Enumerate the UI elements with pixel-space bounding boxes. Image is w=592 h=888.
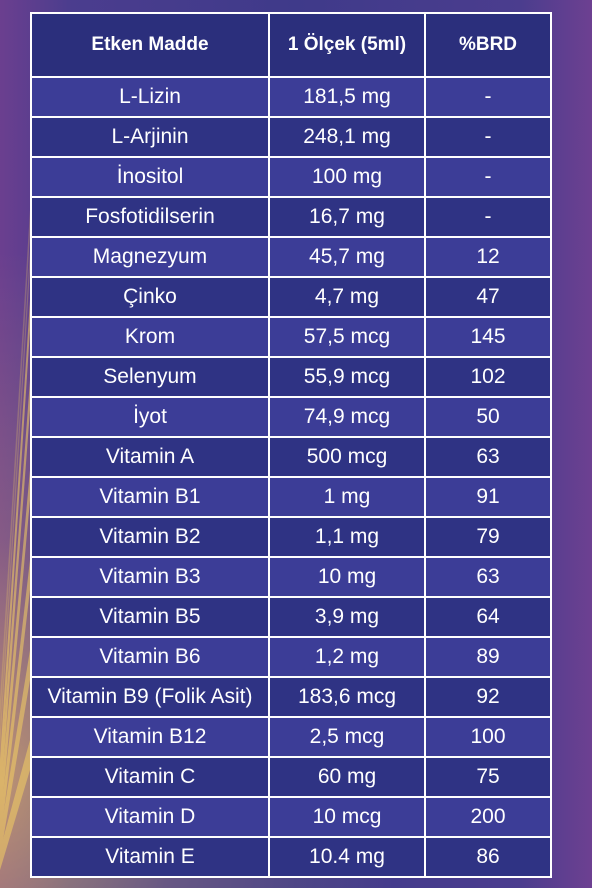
rdi-percent-cell: - bbox=[424, 156, 552, 198]
ingredients-table: Etken Madde 1 Ölçek (5ml) %BRD L-Lizin 18… bbox=[30, 12, 552, 878]
header-dose: 1 Ölçek (5ml) bbox=[268, 12, 426, 78]
table-header-row: Etken Madde 1 Ölçek (5ml) %BRD bbox=[30, 12, 552, 78]
dose-cell: 10.4 mg bbox=[268, 836, 426, 878]
table-row: İnositol 100 mg - bbox=[30, 156, 552, 198]
rdi-percent-cell: 200 bbox=[424, 796, 552, 838]
dose-cell: 1,1 mg bbox=[268, 516, 426, 558]
ingredient-cell: Vitamin B12 bbox=[30, 716, 270, 758]
ingredients-table-container: Etken Madde 1 Ölçek (5ml) %BRD L-Lizin 18… bbox=[30, 12, 552, 878]
table-row: Vitamin C 60 mg 75 bbox=[30, 756, 552, 798]
ingredient-cell: Vitamin B1 bbox=[30, 476, 270, 518]
rdi-percent-cell: 63 bbox=[424, 556, 552, 598]
table-row: Vitamin E 10.4 mg 86 bbox=[30, 836, 552, 878]
rdi-percent-cell: - bbox=[424, 116, 552, 158]
rdi-percent-cell: 75 bbox=[424, 756, 552, 798]
ingredient-cell: L-Lizin bbox=[30, 76, 270, 118]
table-row: Çinko 4,7 mg 47 bbox=[30, 276, 552, 318]
rdi-percent-cell: 64 bbox=[424, 596, 552, 638]
ingredient-cell: Vitamin B5 bbox=[30, 596, 270, 638]
table-row: L-Lizin 181,5 mg - bbox=[30, 76, 552, 118]
rdi-percent-cell: 91 bbox=[424, 476, 552, 518]
dose-cell: 74,9 mcg bbox=[268, 396, 426, 438]
light-ray bbox=[0, 300, 30, 790]
ingredient-cell: Vitamin B3 bbox=[30, 556, 270, 598]
table-row: Vitamin B5 3,9 mg 64 bbox=[30, 596, 552, 638]
rdi-percent-cell: 86 bbox=[424, 836, 552, 878]
rdi-percent-cell: 79 bbox=[424, 516, 552, 558]
rdi-percent-cell: 92 bbox=[424, 676, 552, 718]
dose-cell: 16,7 mg bbox=[268, 196, 426, 238]
dose-cell: 45,7 mg bbox=[268, 236, 426, 278]
dose-cell: 10 mcg bbox=[268, 796, 426, 838]
table-row: Vitamin B9 (Folik Asit) 183,6 mcg 92 bbox=[30, 676, 552, 718]
dose-cell: 100 mg bbox=[268, 156, 426, 198]
header-rdi-percent: %BRD bbox=[424, 12, 552, 78]
dose-cell: 60 mg bbox=[268, 756, 426, 798]
header-ingredient: Etken Madde bbox=[30, 12, 270, 78]
light-ray bbox=[0, 650, 30, 858]
table-row: Vitamin B1 1 mg 91 bbox=[30, 476, 552, 518]
ingredient-cell: Çinko bbox=[30, 276, 270, 318]
table-row: Vitamin B12 2,5 mcg 100 bbox=[30, 716, 552, 758]
table-row: Krom 57,5 mcg 145 bbox=[30, 316, 552, 358]
dose-cell: 57,5 mcg bbox=[268, 316, 426, 358]
dose-cell: 4,7 mg bbox=[268, 276, 426, 318]
dose-cell: 500 mcg bbox=[268, 436, 426, 478]
ingredient-cell: Selenyum bbox=[30, 356, 270, 398]
ingredient-cell: Vitamin B2 bbox=[30, 516, 270, 558]
ingredient-cell: İyot bbox=[30, 396, 270, 438]
ingredient-cell: Vitamin B9 (Folik Asit) bbox=[30, 676, 270, 718]
dose-cell: 181,5 mg bbox=[268, 76, 426, 118]
rdi-percent-cell: 102 bbox=[424, 356, 552, 398]
dose-cell: 10 mg bbox=[268, 556, 426, 598]
dose-cell: 1 mg bbox=[268, 476, 426, 518]
rdi-percent-cell: 145 bbox=[424, 316, 552, 358]
table-row: Vitamin B6 1,2 mg 89 bbox=[30, 636, 552, 678]
table-row: Magnezyum 45,7 mg 12 bbox=[30, 236, 552, 278]
dose-cell: 248,1 mg bbox=[268, 116, 426, 158]
rdi-percent-cell: - bbox=[424, 76, 552, 118]
light-ray bbox=[0, 380, 30, 810]
ingredient-cell: Vitamin A bbox=[30, 436, 270, 478]
rdi-percent-cell: 100 bbox=[424, 716, 552, 758]
rdi-percent-cell: 89 bbox=[424, 636, 552, 678]
table-row: Vitamin A 500 mcg 63 bbox=[30, 436, 552, 478]
table-row: Vitamin B3 10 mg 63 bbox=[30, 556, 552, 598]
table-body: L-Lizin 181,5 mg - L-Arjinin 248,1 mg - İnosit… bbox=[30, 76, 552, 878]
rdi-percent-cell: 12 bbox=[424, 236, 552, 278]
rdi-percent-cell: 63 bbox=[424, 436, 552, 478]
table-row: L-Arjinin 248,1 mg - bbox=[30, 116, 552, 158]
table-row: Vitamin B2 1,1 mg 79 bbox=[30, 516, 552, 558]
ingredient-cell: Vitamin D bbox=[30, 796, 270, 838]
table-row: Selenyum 55,9 mcg 102 bbox=[30, 356, 552, 398]
table-row: Fosfotidilserin 16,7 mg - bbox=[30, 196, 552, 238]
ingredient-cell: İnositol bbox=[30, 156, 270, 198]
dose-cell: 183,6 mcg bbox=[268, 676, 426, 718]
dose-cell: 2,5 mcg bbox=[268, 716, 426, 758]
light-ray bbox=[0, 740, 30, 870]
light-ray bbox=[0, 250, 30, 750]
ingredient-cell: Vitamin E bbox=[30, 836, 270, 878]
ingredient-cell: Vitamin C bbox=[30, 756, 270, 798]
dose-cell: 1,2 mg bbox=[268, 636, 426, 678]
ingredient-cell: Magnezyum bbox=[30, 236, 270, 278]
table-row: Vitamin D 10 mcg 200 bbox=[30, 796, 552, 838]
ingredient-cell: Fosfotidilserin bbox=[30, 196, 270, 238]
ingredient-cell: Vitamin B6 bbox=[30, 636, 270, 678]
table-row: İyot 74,9 mcg 50 bbox=[30, 396, 552, 438]
rdi-percent-cell: 47 bbox=[424, 276, 552, 318]
dose-cell: 3,9 mg bbox=[268, 596, 426, 638]
ingredient-cell: Krom bbox=[30, 316, 270, 358]
light-ray bbox=[0, 560, 30, 845]
light-ray bbox=[0, 470, 30, 830]
rdi-percent-cell: - bbox=[424, 196, 552, 238]
light-ray bbox=[0, 210, 30, 725]
rdi-percent-cell: 50 bbox=[424, 396, 552, 438]
ingredient-cell: L-Arjinin bbox=[30, 116, 270, 158]
dose-cell: 55,9 mcg bbox=[268, 356, 426, 398]
